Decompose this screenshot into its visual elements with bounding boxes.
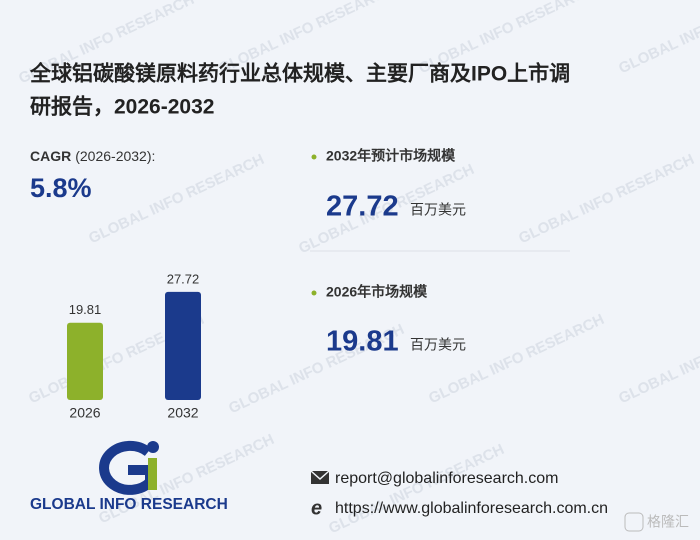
bullet bbox=[311, 290, 317, 296]
x-tick-label: 2032 bbox=[167, 405, 198, 421]
stat-value: 19.81 bbox=[326, 326, 399, 358]
title: 全球铝碳酸镁原料药行业总体规模、主要厂商及IPO上市调 bbox=[29, 62, 570, 86]
value-label: 19.81 bbox=[69, 302, 102, 317]
stat-value: 27.72 bbox=[326, 191, 399, 223]
stat-unit: 百万美元 bbox=[410, 337, 466, 353]
bar-chart: 19.81 2026 27.72 2032 bbox=[67, 271, 201, 421]
corner-badge: 格隆汇 bbox=[647, 514, 689, 530]
mail-icon bbox=[310, 470, 330, 484]
stat-unit: 百万美元 bbox=[410, 202, 466, 218]
x-tick-label: 2026 bbox=[69, 405, 100, 421]
logo-text: GLOBAL INFO RESEARCH bbox=[30, 496, 228, 513]
cagr-value: 5.8% bbox=[30, 173, 92, 203]
cagr-period: (2026-2032): bbox=[75, 148, 155, 164]
bullet bbox=[311, 154, 317, 160]
badge-icon bbox=[624, 512, 644, 532]
web-icon: e bbox=[311, 497, 322, 519]
bar bbox=[165, 291, 201, 400]
website: https://www.globalinforesearch.com.cn bbox=[335, 500, 608, 517]
stat-label: 2032年预计市场规模 bbox=[326, 148, 456, 164]
logo-mark bbox=[99, 440, 159, 495]
stat-label: 2026年市场规模 bbox=[326, 284, 428, 300]
cagr-label: CAGR (2026-2032): bbox=[30, 148, 155, 164]
title: 研报告，2026-2032 bbox=[30, 95, 214, 119]
cagr-label: CAGR bbox=[30, 148, 71, 164]
value-label: 27.72 bbox=[167, 271, 200, 286]
bar bbox=[67, 322, 103, 400]
email: report@globalinforesearch.com bbox=[335, 470, 558, 487]
